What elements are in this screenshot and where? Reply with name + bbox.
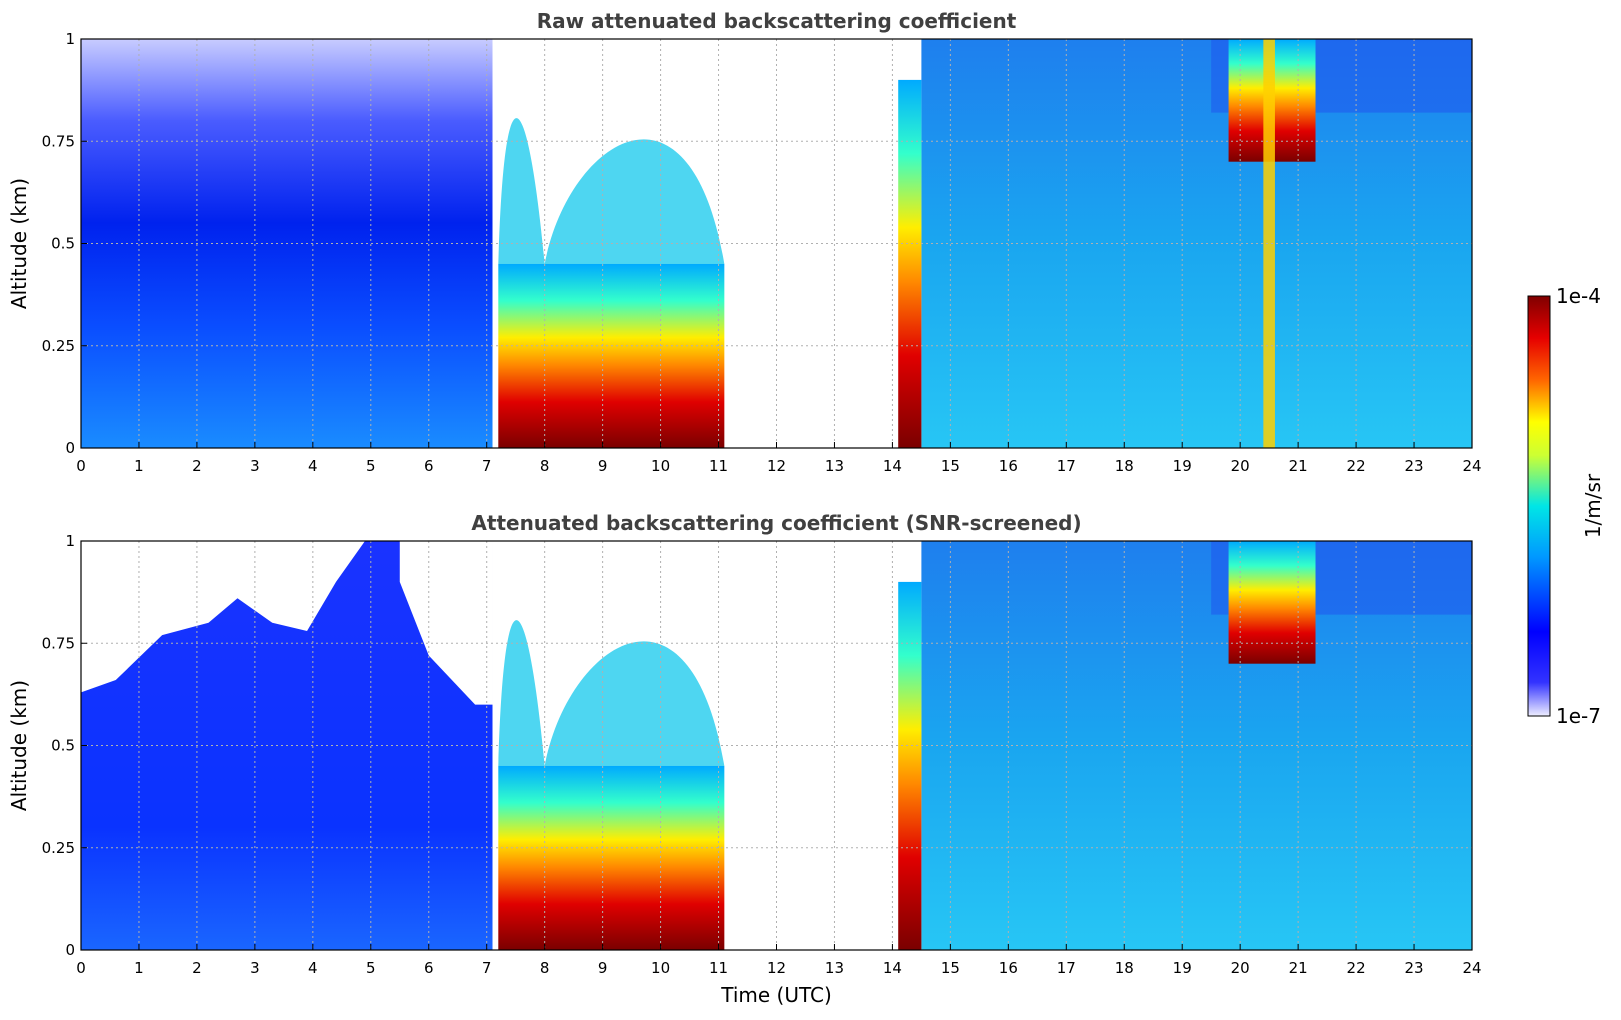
y-tick-label: 0 bbox=[65, 439, 75, 457]
colorbar: 1e-4 1e-7 1/m/sr bbox=[1527, 284, 1605, 728]
colorbar-min-label: 1e-7 bbox=[1556, 704, 1601, 728]
cloud-top bbox=[498, 620, 725, 766]
cloud-region-1 bbox=[498, 263, 725, 448]
x-tick-label: 7 bbox=[482, 959, 492, 977]
colorbar-scale bbox=[1527, 295, 1551, 717]
y-tick-label: 0.75 bbox=[42, 634, 75, 652]
colorbar-unit-label: 1/m/sr bbox=[1581, 473, 1605, 538]
x-tick-label: 15 bbox=[941, 457, 960, 475]
x-tick-label: 16 bbox=[999, 959, 1018, 977]
x-tick-label: 14 bbox=[883, 959, 902, 977]
x-tick-label: 9 bbox=[598, 457, 608, 475]
y-tick-label: 0.5 bbox=[51, 235, 75, 253]
x-tick-label: 12 bbox=[767, 457, 786, 475]
x-tick-label: 17 bbox=[1057, 457, 1076, 475]
x-tick-label: 24 bbox=[1462, 959, 1481, 977]
x-tick-label: 14 bbox=[883, 457, 902, 475]
cloud-top bbox=[498, 118, 725, 264]
data-gap bbox=[735, 39, 893, 448]
x-tick-label: 5 bbox=[366, 457, 376, 475]
x-tick-label: 6 bbox=[424, 959, 434, 977]
panel-title: Raw attenuated backscattering coefficien… bbox=[537, 9, 1017, 33]
panel-1: 0 1 2 3 4 5 6 7 8 9 10 11 12 13 14 15 16 17 18 19 20 21 22 23 24… bbox=[7, 9, 1482, 475]
x-tick-label: 8 bbox=[540, 457, 550, 475]
x-tick-label: 0 bbox=[76, 457, 86, 475]
y-tick-label: 0.5 bbox=[51, 737, 75, 755]
x-tick-label: 2 bbox=[192, 959, 202, 977]
x-tick-label: 10 bbox=[651, 959, 670, 977]
x-tick-label: 5 bbox=[366, 959, 376, 977]
x-tick-label: 1 bbox=[134, 457, 144, 475]
x-tick-label: 22 bbox=[1347, 457, 1366, 475]
x-tick-label: 3 bbox=[250, 457, 260, 475]
screened-clear-air bbox=[81, 541, 365, 693]
x-tick-label: 19 bbox=[1173, 457, 1192, 475]
cloud-region-1 bbox=[498, 765, 725, 950]
x-tick-label: 22 bbox=[1347, 959, 1366, 977]
x-tick-label: 4 bbox=[308, 959, 318, 977]
x-tick-label: 15 bbox=[941, 959, 960, 977]
x-tick-label: 2 bbox=[192, 457, 202, 475]
y-tick-label: 0.25 bbox=[42, 839, 75, 857]
x-tick-label: 9 bbox=[598, 959, 608, 977]
y-axis-label: Altitude (km) bbox=[7, 680, 31, 811]
colorbar-max-label: 1e-4 bbox=[1556, 284, 1601, 308]
x-tick-label: 24 bbox=[1462, 457, 1481, 475]
x-tick-label: 11 bbox=[709, 959, 728, 977]
x-tick-label: 3 bbox=[250, 959, 260, 977]
x-tick-label: 0 bbox=[76, 959, 86, 977]
x-tick-label: 19 bbox=[1173, 959, 1192, 977]
panel-title: Attenuated backscattering coefficient (S… bbox=[471, 511, 1081, 535]
y-tick-label: 1 bbox=[65, 30, 75, 48]
y-tick-label: 1 bbox=[65, 532, 75, 550]
cloud-region-3 bbox=[1228, 541, 1316, 664]
y-tick-label: 0 bbox=[65, 941, 75, 959]
x-tick-label: 20 bbox=[1231, 457, 1250, 475]
x-tick-label: 1 bbox=[134, 959, 144, 977]
x-tick-label: 13 bbox=[825, 457, 844, 475]
cloud-region-4 bbox=[1263, 39, 1275, 448]
x-tick-label: 18 bbox=[1115, 959, 1134, 977]
x-axis-label: Time (UTC) bbox=[720, 983, 832, 1007]
data-gap bbox=[735, 541, 893, 950]
x-tick-label: 13 bbox=[825, 959, 844, 977]
cloud-region-2 bbox=[898, 79, 922, 448]
x-tick-label: 23 bbox=[1404, 959, 1423, 977]
y-tick-label: 0.75 bbox=[42, 132, 75, 150]
y-tick-label: 0.25 bbox=[42, 337, 75, 355]
x-tick-label: 7 bbox=[482, 457, 492, 475]
x-tick-label: 12 bbox=[767, 959, 786, 977]
screened-clear-air-2 bbox=[399, 541, 493, 705]
cloud-region-2 bbox=[898, 581, 922, 950]
x-tick-label: 18 bbox=[1115, 457, 1134, 475]
x-tick-label: 4 bbox=[308, 457, 318, 475]
x-tick-label: 6 bbox=[424, 457, 434, 475]
x-tick-label: 21 bbox=[1289, 457, 1308, 475]
x-tick-label: 16 bbox=[999, 457, 1018, 475]
x-tick-label: 11 bbox=[709, 457, 728, 475]
x-tick-label: 8 bbox=[540, 959, 550, 977]
x-tick-label: 21 bbox=[1289, 959, 1308, 977]
x-tick-label: 17 bbox=[1057, 959, 1076, 977]
x-tick-label: 10 bbox=[651, 457, 670, 475]
panel-2: 0 1 2 3 4 5 6 7 8 9 10 11 12 13 14 15 16 17 18 19 20 21 22 23 24… bbox=[7, 511, 1482, 1007]
x-tick-label: 23 bbox=[1404, 457, 1423, 475]
y-axis-label: Altitude (km) bbox=[7, 178, 31, 309]
x-tick-label: 20 bbox=[1231, 959, 1250, 977]
